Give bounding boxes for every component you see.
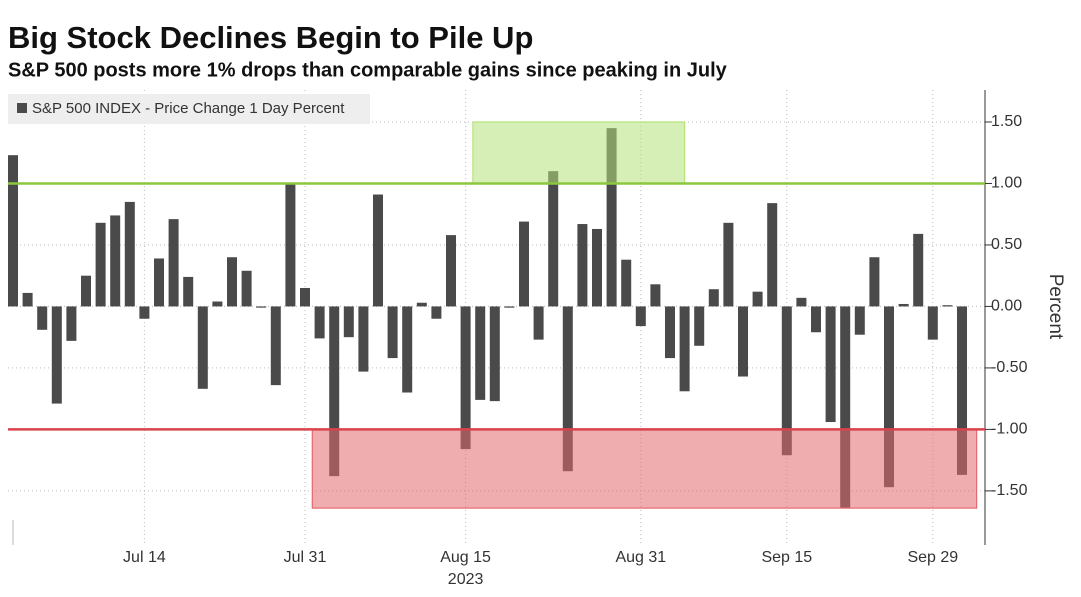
bar: [592, 228, 602, 307]
y-tick-label: -1.50: [991, 482, 1028, 499]
x-tick-label: Aug 31: [615, 549, 666, 566]
bar: [942, 305, 953, 307]
bar: [927, 306, 938, 340]
bar: [256, 306, 267, 308]
bar: [285, 183, 296, 307]
bar: [577, 224, 588, 307]
chart-subtitle: S&P 500 posts more 1% drops than compara…: [8, 59, 728, 81]
bar: [606, 128, 617, 307]
x-tick-label: Aug 15: [440, 549, 491, 566]
y-tick-label: 0.50: [991, 236, 1022, 253]
bar: [708, 289, 719, 307]
highlight-box: [472, 121, 686, 185]
bar: [635, 306, 646, 327]
bar: [431, 306, 442, 319]
bar: [154, 258, 164, 307]
bar: [197, 306, 208, 389]
y-tick-label: 0.00: [991, 298, 1022, 315]
bar: [694, 306, 705, 346]
bar: [270, 306, 281, 386]
bar: [387, 306, 398, 359]
bar: [489, 306, 500, 402]
bar: [446, 235, 456, 307]
bar: [110, 215, 121, 307]
legend-swatch: [17, 103, 27, 113]
bar: [416, 302, 427, 307]
bar: [796, 297, 807, 307]
bar: [95, 222, 106, 307]
bar: [723, 222, 734, 307]
bar: [329, 306, 340, 477]
bar: [212, 301, 223, 307]
bar: [168, 219, 179, 307]
bar: [475, 306, 486, 400]
bar: [37, 306, 48, 330]
bar: [314, 306, 325, 339]
bar: [241, 270, 252, 307]
bar: [781, 306, 792, 456]
bar: [51, 306, 62, 404]
bar: [650, 284, 661, 307]
bar: [738, 306, 748, 377]
x-tick-label: Jul 31: [284, 549, 327, 566]
bar: [840, 306, 851, 509]
bar: [854, 306, 865, 335]
bar: [81, 275, 91, 307]
bar: [66, 306, 77, 341]
bar: [343, 306, 354, 338]
bar: [913, 233, 924, 307]
y-tick-label: 1.50: [991, 113, 1022, 130]
bar: [825, 306, 836, 423]
bar: [767, 203, 778, 307]
x-tick-label: Sep 29: [907, 549, 958, 566]
bar: [227, 257, 237, 307]
bar: [358, 306, 369, 372]
y-axis-label: Percent: [1045, 274, 1066, 340]
bar: [300, 287, 310, 307]
y-tick-label: 1.00: [991, 175, 1022, 192]
bar: [869, 257, 880, 307]
bar: [957, 306, 967, 475]
bar: [898, 303, 909, 307]
bar: [8, 155, 18, 307]
bar: [533, 306, 544, 340]
bar: [124, 201, 135, 307]
bar: [811, 306, 821, 333]
bar: [665, 306, 675, 359]
bar: [460, 306, 471, 450]
bar: [183, 276, 194, 307]
legend-label: S&P 500 INDEX - Price Change 1 Day Perce…: [32, 100, 345, 117]
y-tick-label: -1.00: [991, 421, 1028, 438]
y-tick-label: -0.50: [991, 359, 1028, 376]
bar: [548, 171, 559, 307]
bar: [402, 306, 413, 393]
bar: [884, 306, 894, 488]
bar: [752, 291, 763, 307]
bar: [504, 306, 515, 308]
bar: [679, 306, 690, 392]
chart-title: Big Stock Declines Begin to Pile Up: [8, 20, 533, 55]
bar: [373, 194, 383, 307]
bar: [562, 306, 573, 472]
highlight-box: [311, 428, 978, 509]
x-axis-label: 2023: [448, 571, 484, 588]
bar: [139, 306, 150, 319]
x-tick-label: Jul 14: [123, 549, 166, 566]
bar: [621, 259, 632, 307]
legend-box: [8, 94, 370, 124]
bar: [22, 292, 33, 307]
x-tick-label: Sep 15: [761, 549, 812, 566]
bar: [519, 221, 529, 307]
